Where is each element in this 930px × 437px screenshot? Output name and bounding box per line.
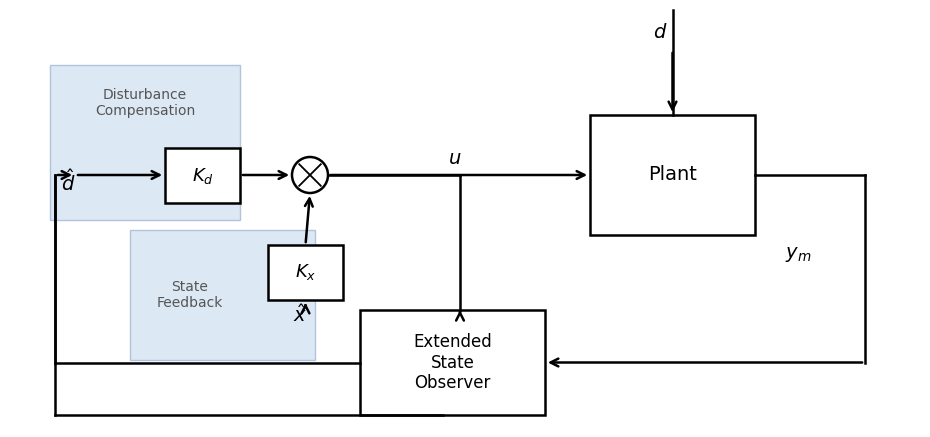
Text: $d$: $d$ xyxy=(653,22,667,42)
Bar xyxy=(50,65,240,220)
Text: $u$: $u$ xyxy=(448,149,461,167)
Text: $K_d$: $K_d$ xyxy=(192,166,214,185)
Text: $\hat{x}$: $\hat{x}$ xyxy=(293,304,307,326)
Text: Extended
State
Observer: Extended State Observer xyxy=(413,333,492,392)
Bar xyxy=(590,115,755,235)
Bar xyxy=(165,148,240,203)
Text: $y_m$: $y_m$ xyxy=(785,246,811,264)
Text: Disturbance
Compensation: Disturbance Compensation xyxy=(95,88,195,118)
Text: Plant: Plant xyxy=(648,166,697,184)
Text: State
Feedback: State Feedback xyxy=(157,280,223,310)
Circle shape xyxy=(292,157,328,193)
Text: $K_x$: $K_x$ xyxy=(295,263,316,282)
Text: $\hat{d}$: $\hat{d}$ xyxy=(60,169,75,195)
Bar xyxy=(268,245,343,300)
Bar xyxy=(130,230,315,360)
Bar xyxy=(360,310,545,415)
